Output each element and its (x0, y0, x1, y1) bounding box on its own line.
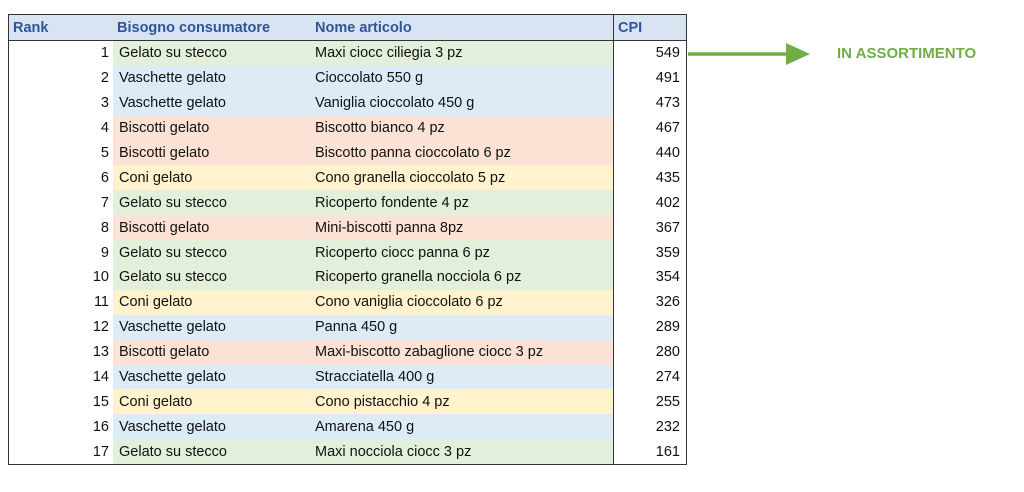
rank-cell: 14 (92, 369, 109, 386)
need-cell: Biscotti gelato (113, 140, 311, 166)
table-row: 9 Gelato su stecco Ricoperto ciocc panna 6… (9, 240, 687, 266)
need-cell: Vaschette gelato (113, 65, 311, 91)
rank-cell: 6 (100, 169, 109, 186)
rank-cell: 15 (92, 393, 109, 410)
cpi-cell: 549 (613, 40, 687, 66)
table-row: 15 Coni gelato Cono pistacchio 4 pz 255 (9, 389, 687, 415)
header-rank: Rank (8, 14, 113, 41)
rank-cell: 16 (92, 418, 109, 435)
item-cell: Vaniglia cioccolato 450 g (311, 90, 614, 116)
need-cell: Vaschette gelato (113, 414, 311, 440)
need-cell: Coni gelato (113, 165, 311, 191)
table-row: 11 Coni gelato Cono vaniglia cioccolato 6 … (9, 289, 687, 315)
cpi-cell: 367 (613, 215, 687, 241)
need-cell: Vaschette gelato (113, 90, 311, 116)
cpi-cell: 440 (613, 140, 687, 166)
table-row: 4 Biscotti gelato Biscotto bianco 4 pz 467 (9, 115, 687, 141)
rank-cell: 12 (92, 319, 109, 336)
cpi-cell: 274 (613, 364, 687, 390)
table-body: 1 Gelato su stecco Maxi ciocc ciliegia 3 p… (9, 40, 687, 465)
item-cell: Ricoperto granella nocciola 6 pz (311, 265, 614, 290)
item-cell: Mini-biscotti panna 8pz (311, 215, 614, 241)
table-row: 12 Vaschette gelato Panna 450 g 289 (9, 314, 687, 340)
cpi-cell: 467 (613, 115, 687, 141)
cpi-cell: 359 (613, 240, 687, 266)
cpi-cell: 326 (613, 289, 687, 315)
cpi-cell: 255 (613, 389, 687, 415)
rank-cell: 9 (100, 244, 109, 261)
need-cell: Coni gelato (113, 289, 311, 315)
table-row: 2 Vaschette gelato Cioccolato 550 g 491 (9, 65, 687, 91)
table-row: 14 Vaschette gelato Stracciatella 400 g 274 (9, 364, 687, 390)
header-cpi: CPI (613, 14, 687, 41)
need-cell: Gelato su stecco (113, 40, 311, 66)
rank-cell: 13 (92, 344, 109, 361)
table-row: 3 Vaschette gelato Vaniglia cioccolato 450… (9, 90, 687, 116)
table-row: 7 Gelato su stecco Ricoperto fondente 4 pz… (9, 190, 687, 216)
table-row: 17 Gelato su stecco Maxi nocciola ciocc 3 … (9, 439, 687, 465)
rank-cell: 4 (100, 120, 109, 137)
table-row: 10 Gelato su stecco Ricoperto granella noc… (9, 265, 687, 290)
table-row: 8 Biscotti gelato Mini-biscotti panna 8pz 3… (9, 215, 687, 241)
table-row: 6 Coni gelato Cono granella cioccolato 5 p… (9, 165, 687, 191)
rank-cell: 17 (92, 443, 109, 460)
item-cell: Ricoperto fondente 4 pz (311, 190, 614, 216)
item-cell: Cono granella cioccolato 5 pz (311, 165, 614, 191)
cpi-cell: 161 (613, 439, 687, 465)
need-cell: Biscotti gelato (113, 215, 311, 241)
need-cell: Vaschette gelato (113, 314, 311, 340)
cpi-cell: 435 (613, 165, 687, 191)
item-cell: Maxi-biscotto zabaglione ciocc 3 pz (311, 339, 614, 365)
status-label: IN ASSORTIMENTO (837, 45, 977, 62)
need-cell: Gelato su stecco (113, 439, 311, 465)
need-cell: Biscotti gelato (113, 115, 311, 141)
table-row: 5 Biscotti gelato Biscotto panna cioccolat… (9, 140, 687, 166)
arrow-head (786, 43, 810, 65)
need-cell: Biscotti gelato (113, 339, 311, 365)
need-cell: Gelato su stecco (113, 190, 311, 216)
rank-cell: 3 (100, 95, 109, 112)
item-cell: Maxi ciocc ciliegia 3 pz (311, 40, 614, 66)
rank-cell: 10 (92, 269, 109, 286)
cpi-cell: 280 (613, 339, 687, 365)
cpi-cell: 473 (613, 90, 687, 116)
rank-cell: 2 (100, 70, 109, 87)
table-row: 16 Vaschette gelato Amarena 450 g 232 (9, 414, 687, 440)
cpi-cell: 289 (613, 314, 687, 340)
item-cell: Cioccolato 550 g (311, 65, 614, 91)
item-cell: Panna 450 g (311, 314, 614, 340)
rank-cell: 1 (100, 45, 109, 62)
rank-cell: 7 (100, 194, 109, 211)
item-cell: Stracciatella 400 g (311, 364, 614, 390)
right-arrow-icon (688, 43, 810, 65)
item-cell: Cono pistacchio 4 pz (311, 389, 614, 415)
item-cell: Ricoperto ciocc panna 6 pz (311, 240, 614, 266)
cpi-cell: 402 (613, 190, 687, 216)
rank-cell: 8 (100, 219, 109, 236)
item-cell: Maxi nocciola ciocc 3 pz (311, 439, 614, 465)
rank-cell: 5 (100, 145, 109, 161)
item-cell: Cono vaniglia cioccolato 6 pz (311, 289, 614, 315)
need-cell: Gelato su stecco (113, 265, 311, 290)
cpi-cell: 354 (613, 265, 687, 290)
item-cell: Biscotto panna cioccolato 6 pz (311, 140, 614, 166)
header-need: Bisogno consumatore (113, 14, 311, 41)
need-cell: Gelato su stecco (113, 240, 311, 266)
item-cell: Biscotto bianco 4 pz (311, 115, 614, 141)
table-header-row: Rank Bisogno consumatore Nome articolo C… (8, 14, 687, 41)
cpi-cell: 491 (613, 65, 687, 91)
need-cell: Coni gelato (113, 389, 311, 415)
need-cell: Vaschette gelato (113, 364, 311, 390)
table-row: 1 Gelato su stecco Maxi ciocc ciliegia 3 p… (9, 40, 687, 66)
header-item: Nome articolo (311, 14, 614, 41)
cpi-cell: 232 (613, 414, 687, 440)
item-cell: Amarena 450 g (311, 414, 614, 440)
rank-cell: 11 (93, 294, 109, 311)
ranking-table: Rank Bisogno consumatore Nome articolo C… (8, 14, 687, 466)
table-row: 13 Biscotti gelato Maxi-biscotto zabaglion… (9, 339, 687, 365)
